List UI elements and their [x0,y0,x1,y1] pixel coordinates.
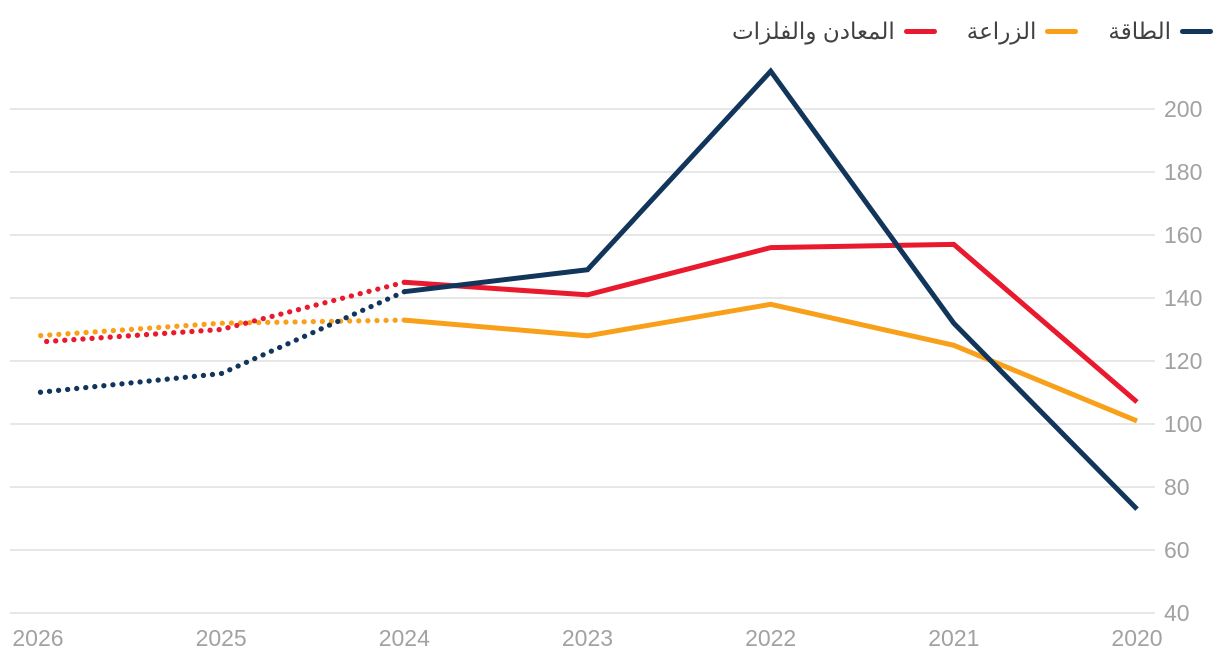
metals-line-swatch-icon [903,28,937,34]
y-tick-label-120: 120 [1164,348,1202,374]
series-line-forecast-dotted-2 [35,279,407,345]
series-line-forecast-dotted-0 [35,289,407,396]
y-tick-label-60: 60 [1164,537,1190,563]
legend-item-energy: الطاقة [1108,16,1213,46]
y-tick-label-140: 140 [1164,285,1202,311]
y-tick-label-200: 200 [1164,96,1202,122]
chart-legend: الطاقة الزراعة المعادن والفلزات [732,16,1213,46]
y-tick-label-40: 40 [1164,600,1190,626]
y-tick-label-180: 180 [1164,159,1202,185]
series-line-solid-1 [404,301,1138,424]
x-tick-label-2023: 2023 [562,625,613,651]
legend-item-agriculture: الزراعة [967,16,1079,46]
y-tick-label-80: 80 [1164,474,1190,500]
legend-label-energy: الطاقة [1108,18,1171,44]
series-line-solid-0 [404,67,1139,511]
legend-item-metals: المعادن والفلزات [732,16,937,46]
legend-label-metals: المعادن والفلزات [731,18,895,44]
agriculture-line-swatch-icon [1045,28,1079,34]
x-tick-label-2026: 2026 [12,625,63,651]
legend-label-agriculture: الزراعة [966,18,1037,44]
x-tick-label-2025: 2025 [196,625,247,651]
y-tick-label-160: 160 [1164,222,1202,248]
y-tick-label-100: 100 [1164,411,1202,437]
x-tick-label-2024: 2024 [379,625,430,651]
series-line-solid-2 [404,241,1139,404]
x-tick-label-2020: 2020 [1111,625,1162,651]
x-tick-label-2022: 2022 [745,625,796,651]
series-line-forecast-dotted-1 [35,317,407,339]
energy-line-swatch-icon [1180,28,1213,34]
x-tick-label-2021: 2021 [928,625,979,651]
